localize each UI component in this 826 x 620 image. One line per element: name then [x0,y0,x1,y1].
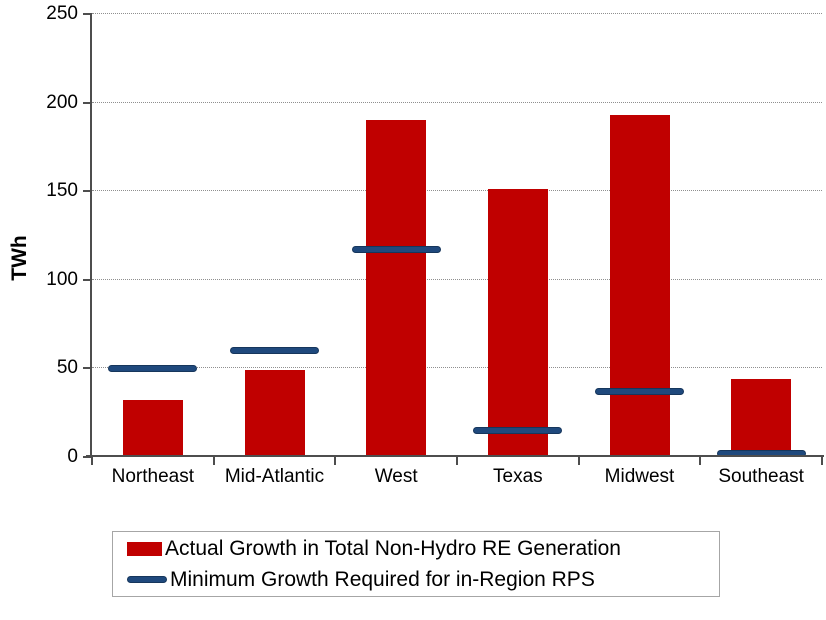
x-label-southeast: Southeast [718,466,804,487]
bar-southeast [731,379,792,457]
rps-marker-west [351,246,441,254]
legend: Actual Growth in Total Non-Hydro RE Gene… [112,531,720,597]
gridline-200 [92,101,822,103]
y-tick-50 [83,367,92,370]
bar-texas [487,189,548,457]
y-tick-label-50: 50 [56,357,78,379]
x-label-west: West [374,466,418,487]
bar-west [366,120,427,457]
y-tick-label-0: 0 [67,446,78,467]
rps-marker-mid-atlantic [230,347,319,355]
legend-item-actual-growth: Actual Growth in Total Non-Hydro RE Gene… [127,533,719,564]
y-tick-100 [83,278,92,281]
y-axis-line [90,13,92,457]
legend-label-minimum-growth: Minimum Growth Required for in-Region RP… [170,567,595,591]
x-tick-3 [456,457,458,465]
y-tick-200 [83,101,92,104]
y-tick-label-150: 150 [46,180,78,202]
y-tick-label-200: 200 [46,91,78,113]
x-label-northeast: Northeast [111,466,195,487]
gridline-100 [92,278,822,280]
plot-area [92,14,822,457]
line-swatch-icon [127,576,167,583]
x-label-midwest: Midwest [604,466,675,487]
gridline-150 [92,190,822,192]
rps-marker-northeast [108,364,198,372]
x-label-texas: Texas [493,466,543,487]
x-axis-line [86,455,824,457]
gridline-250 [92,13,822,14]
x-tick-2 [334,457,337,465]
legend-item-minimum-growth: Minimum Growth Required for in-Region RP… [127,564,719,595]
y-tick-250 [83,13,92,15]
y-tick-150 [83,190,92,193]
legend-label-actual-growth: Actual Growth in Total Non-Hydro RE Gene… [165,536,621,560]
x-tick-6 [821,457,823,465]
x-tick-4 [577,457,580,465]
gridline-50 [92,367,822,369]
bar-mid-atlantic [244,370,305,457]
x-tick-0 [91,457,93,465]
x-tick-1 [212,457,215,465]
y-tick-label-100: 100 [46,268,78,290]
y-axis-title: TWh [8,235,31,281]
x-label-mid-atlantic: Mid-Atlantic [224,466,325,487]
y-tick-label-250: 250 [46,3,78,24]
x-tick-5 [699,457,702,465]
y-tick-0 [83,456,92,458]
rps-marker-midwest [595,387,684,395]
bar-midwest [609,115,670,457]
rps-marker-texas [473,426,563,434]
bar-swatch-icon [127,541,162,556]
bar-northeast [122,400,183,457]
